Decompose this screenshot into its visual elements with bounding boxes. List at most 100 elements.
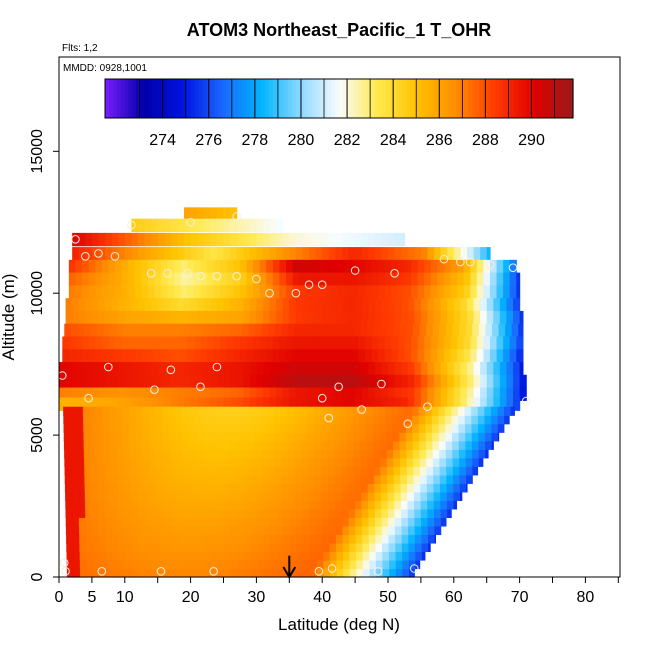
heat-cell	[128, 349, 136, 363]
heat-cell	[346, 415, 354, 425]
heat-cell	[498, 432, 500, 442]
heat-cell	[72, 534, 80, 544]
heat-cell	[241, 449, 249, 459]
heat-cell	[427, 397, 435, 411]
heat-cell	[256, 534, 265, 544]
heat-cell	[381, 362, 389, 376]
heat-cell	[210, 232, 218, 247]
heat-cell	[476, 285, 485, 299]
heat-cell	[391, 259, 399, 274]
heat-cell	[341, 483, 349, 493]
heat-cell	[276, 247, 284, 261]
heat-cell	[334, 474, 342, 484]
heat-cell	[361, 517, 369, 527]
heat-cell	[106, 568, 114, 578]
heat-cell	[485, 323, 493, 338]
heat-cell	[513, 397, 521, 411]
heat-cell	[160, 285, 169, 299]
heat-cell	[233, 349, 241, 363]
heat-cell	[388, 387, 396, 401]
heat-cell	[141, 285, 149, 299]
heat-cell	[425, 415, 433, 425]
heat-cell	[181, 406, 189, 416]
heat-cell	[70, 449, 78, 459]
heat-cell	[138, 542, 146, 553]
heat-cell	[202, 457, 210, 467]
heat-cell	[164, 362, 172, 376]
heat-cell	[144, 362, 152, 376]
heat-cell	[80, 568, 88, 578]
heat-cell	[379, 415, 387, 425]
heat-cell	[465, 432, 473, 442]
heat-cell	[157, 483, 165, 493]
heat-cell	[86, 551, 94, 561]
heat-cell	[203, 500, 211, 510]
heat-cell	[345, 349, 353, 363]
heat-cell	[256, 387, 264, 401]
heat-cell	[308, 500, 316, 510]
heat-cell	[197, 298, 205, 312]
heat-cell	[431, 406, 439, 416]
heat-cell	[290, 551, 298, 561]
heat-cell	[321, 483, 329, 493]
heat-cell	[70, 440, 78, 450]
heat-cell	[76, 423, 84, 433]
heat-cell	[77, 466, 85, 476]
heat-cell	[378, 272, 386, 286]
heat-cell	[426, 483, 434, 493]
heat-cell	[115, 415, 124, 425]
heat-cell	[333, 423, 341, 433]
heat-cell	[85, 397, 93, 411]
heat-cell	[246, 349, 254, 363]
heat-cell	[411, 349, 419, 363]
heat-cell	[299, 336, 307, 350]
heat-cell	[202, 474, 211, 484]
heat-cell	[85, 508, 93, 518]
heat-cell	[230, 232, 238, 247]
heat-cell	[91, 247, 100, 261]
heat-cell	[195, 457, 204, 467]
heat-cell	[124, 508, 132, 518]
colorbar-swatch	[214, 79, 219, 118]
heat-cell	[347, 449, 355, 459]
observation-point	[146, 269, 156, 278]
heat-cell	[432, 432, 440, 442]
heat-cell	[254, 449, 263, 459]
heat-cell	[286, 406, 295, 416]
heat-cell	[491, 440, 494, 450]
heat-cell	[174, 259, 182, 274]
heat-cell	[111, 517, 119, 527]
heat-cell	[473, 298, 481, 312]
colorbar-swatch	[155, 79, 161, 118]
heat-cell	[121, 349, 129, 363]
heat-cell	[106, 559, 114, 570]
heat-cell	[368, 397, 376, 411]
heat-cell	[386, 466, 395, 476]
heat-cell	[248, 474, 257, 484]
heat-cell	[224, 568, 232, 578]
heat-cell	[98, 298, 106, 312]
colorbar-swatch	[222, 79, 227, 118]
heat-cell	[95, 272, 103, 286]
heat-cell	[430, 285, 438, 299]
heat-cell	[287, 440, 295, 450]
heat-cell	[250, 534, 258, 544]
heat-cell	[451, 415, 459, 425]
observation-point	[59, 558, 69, 568]
heat-cell	[209, 466, 217, 476]
heat-cell	[322, 232, 330, 247]
heat-cell	[395, 534, 403, 544]
heat-cell	[157, 232, 165, 247]
heat-cell	[305, 336, 313, 350]
heat-cell	[105, 534, 113, 544]
heat-cell	[273, 406, 281, 416]
heat-cell	[318, 349, 327, 363]
heat-cell	[294, 449, 302, 459]
heat-cell	[343, 559, 351, 570]
heat-cell	[287, 415, 295, 425]
heat-cell	[358, 285, 366, 299]
heat-cell	[256, 310, 264, 325]
heat-cell	[104, 474, 112, 484]
heat-cell	[315, 310, 323, 325]
heat-cell	[473, 397, 481, 411]
